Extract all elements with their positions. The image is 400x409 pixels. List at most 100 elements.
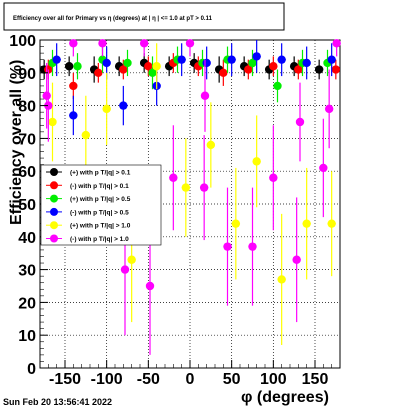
data-point: [331, 65, 341, 74]
data-point: [252, 52, 261, 61]
data-point: [120, 265, 130, 274]
y-tick-label: 10: [18, 328, 36, 345]
data-point: [269, 173, 278, 182]
data-point: [294, 65, 303, 74]
data-series: [39, 39, 341, 355]
x-tick-label: 0: [186, 371, 195, 388]
x-axis-title: φ (degrees): [241, 389, 329, 406]
legend-label: (+) with p T/|q| > 0.5: [70, 196, 131, 203]
legend-marker: [50, 234, 58, 243]
data-point: [69, 39, 78, 48]
data-point: [169, 173, 178, 182]
legend-marker: [50, 194, 58, 203]
legend-label: (-) with p T/|q| > 1.0: [70, 236, 129, 243]
data-point: [332, 39, 341, 48]
data-point: [327, 219, 336, 228]
data-point: [81, 130, 91, 140]
data-point: [181, 183, 191, 192]
data-point: [119, 65, 128, 74]
x-tick-label: 50: [223, 371, 241, 388]
data-point: [73, 62, 82, 71]
data-point: [292, 255, 301, 264]
data-point: [152, 62, 161, 71]
data-point: [199, 183, 209, 192]
y-tick-label: 0: [27, 361, 36, 378]
data-point: [248, 242, 257, 251]
y-axis-title: Efficiency over all (%): [8, 60, 25, 225]
data-point: [69, 111, 78, 120]
data-point: [302, 58, 311, 68]
legend-marker: [50, 221, 58, 230]
data-point: [319, 163, 328, 173]
data-point: [42, 91, 51, 100]
data-point: [206, 140, 216, 150]
data-point: [200, 91, 210, 100]
data-point: [302, 219, 311, 228]
data-point: [102, 58, 111, 68]
y-tick-label: 60: [18, 164, 36, 181]
data-point: [148, 68, 157, 78]
series-2: [44, 53, 341, 100]
data-point: [145, 281, 155, 291]
x-tick-label: -100: [91, 371, 123, 388]
data-point: [273, 81, 282, 91]
data-point: [123, 58, 132, 68]
data-point: [102, 104, 111, 114]
x-tick-label: 150: [302, 371, 329, 388]
data-point: [139, 39, 149, 48]
legend-label: (-) with p T/|q| > 0.1: [70, 183, 129, 190]
data-point: [219, 68, 228, 78]
title-box: [3, 2, 285, 31]
data-point: [202, 58, 211, 68]
legend-marker: [50, 181, 58, 190]
data-point: [127, 255, 136, 264]
data-point: [69, 81, 78, 91]
data-point: [231, 219, 241, 228]
legend-box: [40, 164, 162, 246]
data-point: [144, 62, 153, 71]
legend: (+) with p T/|q| > 0.1 (-) with p T/|q| >…: [40, 164, 162, 246]
timestamp: Sun Feb 20 13:56:41 2022: [3, 397, 112, 407]
data-point: [64, 62, 74, 71]
data-point: [295, 117, 305, 127]
legend-label: (-) with p T/|q| > 0.5: [70, 209, 129, 216]
y-tick-label: 80: [18, 99, 36, 116]
data-point: [324, 104, 334, 114]
data-point: [52, 55, 61, 64]
data-point: [94, 68, 103, 78]
data-point: [177, 55, 186, 64]
data-point: [119, 101, 128, 110]
data-point: [185, 39, 195, 48]
grid: [40, 39, 340, 369]
data-point: [48, 117, 57, 127]
legend-marker: [50, 168, 58, 176]
data-point: [327, 55, 336, 64]
data-point: [252, 157, 261, 166]
series-5: [48, 43, 336, 346]
legend-label: (+) with p T/|q| > 0.1: [70, 170, 131, 177]
data-point: [44, 101, 53, 110]
data-point: [269, 62, 278, 71]
legend-marker: [50, 207, 58, 216]
x-tick-label: -150: [49, 371, 81, 388]
x-tick-label: -50: [137, 371, 160, 388]
y-tick-label: 90: [18, 66, 36, 83]
data-point: [314, 65, 324, 74]
axis-ticks: 0 10 20 30 40 50 60 70 80 90 100 -150 -100 -50 0 50 100 1…: [9, 33, 341, 388]
x-tick-label: 100: [260, 371, 287, 388]
data-point: [277, 275, 286, 284]
legend-label: (+) with p T/|q| > 1.0: [70, 223, 131, 230]
data-point: [248, 58, 257, 68]
data-point: [98, 39, 107, 48]
chart-title: Efficiency over all for Primary vs η (de…: [13, 16, 213, 22]
y-tick-label: 30: [18, 263, 36, 280]
y-tick-label: 100: [9, 33, 36, 50]
y-tick-label: 70: [18, 131, 36, 148]
data-point: [227, 55, 236, 64]
y-tick-label: 40: [18, 230, 36, 247]
y-tick-label: 50: [18, 197, 36, 214]
data-point: [223, 242, 232, 251]
y-tick-label: 20: [18, 295, 36, 312]
series-6: [42, 39, 341, 355]
